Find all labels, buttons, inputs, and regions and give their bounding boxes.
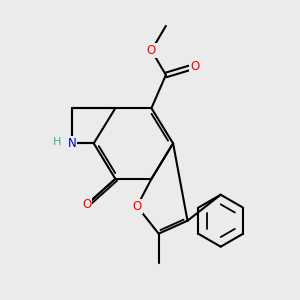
Text: N: N [68, 137, 76, 150]
Text: O: O [132, 200, 142, 213]
Text: O: O [190, 60, 200, 73]
Text: H: H [52, 137, 61, 147]
Text: O: O [82, 198, 91, 211]
Text: O: O [147, 44, 156, 57]
